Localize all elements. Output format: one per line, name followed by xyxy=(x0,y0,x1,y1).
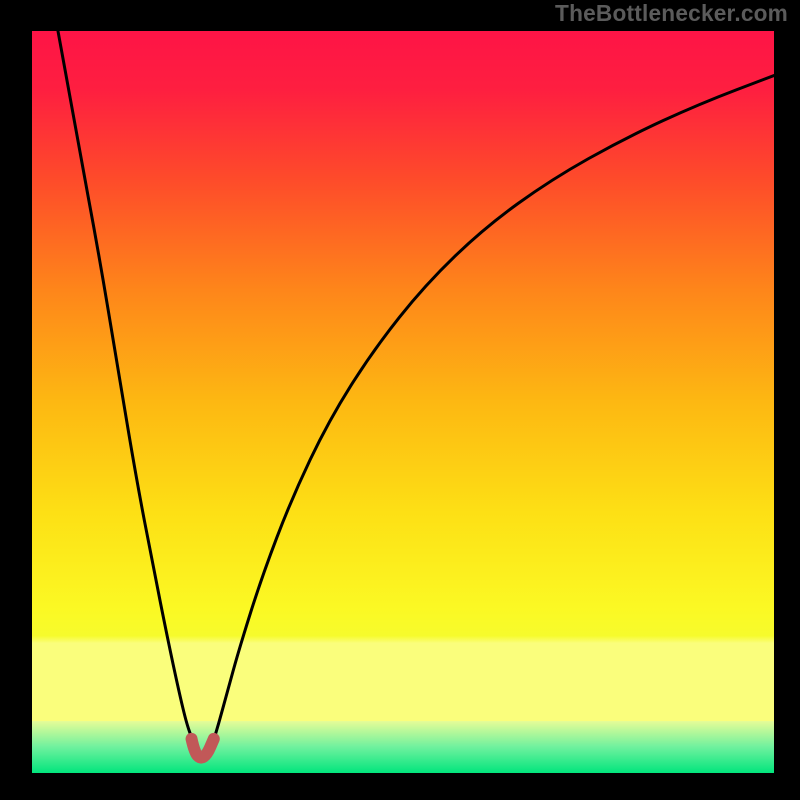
watermark-text: TheBottlenecker.com xyxy=(555,0,788,27)
chart-frame: TheBottlenecker.com xyxy=(0,0,800,800)
curve-left-branch xyxy=(58,31,192,737)
bottleneck-curve-svg xyxy=(32,31,774,773)
curve-right-branch xyxy=(215,76,774,738)
plot-area xyxy=(32,31,774,773)
valley-marker xyxy=(192,739,214,758)
